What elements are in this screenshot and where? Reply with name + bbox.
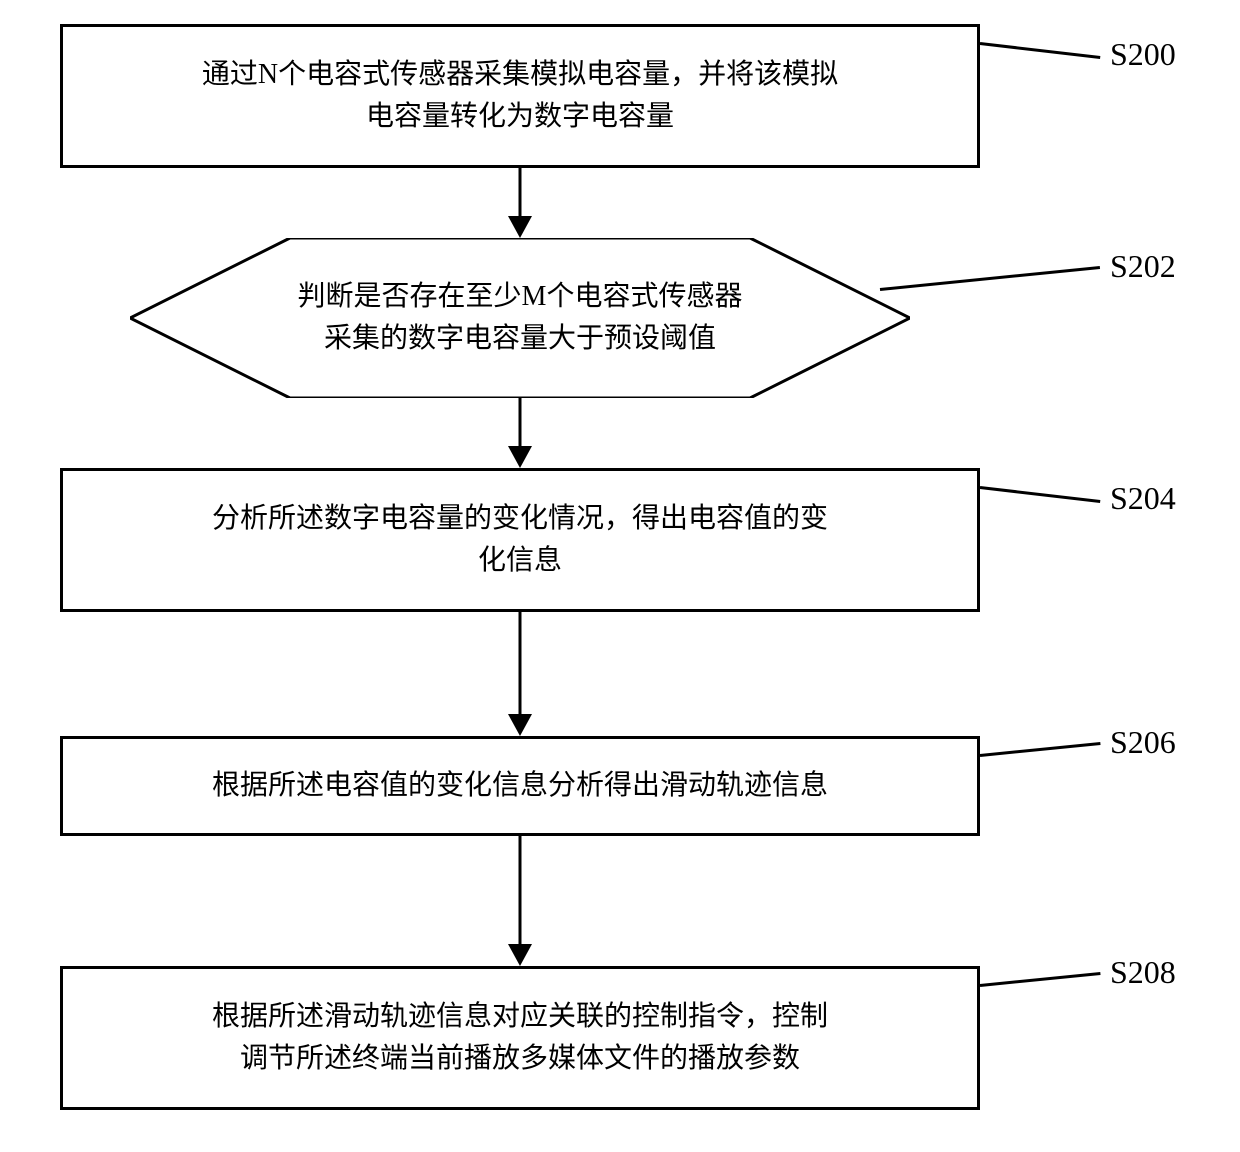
flow-arrow bbox=[519, 398, 522, 446]
step-label-s208: S208 bbox=[1110, 954, 1176, 991]
step-label-s204: S204 bbox=[1110, 480, 1176, 517]
leader-line bbox=[980, 972, 1100, 987]
flow-step-s206: 根据所述电容值的变化信息分析得出滑动轨迹信息 bbox=[60, 736, 980, 836]
flow-decision-s202: 判断是否存在至少M个电容式传感器 采集的数字电容量大于预设阈值 bbox=[130, 238, 910, 398]
arrowhead-icon bbox=[508, 944, 532, 966]
arrowhead-icon bbox=[508, 714, 532, 736]
flow-step-text: 分析所述数字电容量的变化情况，得出电容值的变 化信息 bbox=[192, 492, 848, 588]
step-label-s206: S206 bbox=[1110, 724, 1176, 761]
flow-decision-text: 判断是否存在至少M个电容式传感器 采集的数字电容量大于预设阈值 bbox=[130, 276, 910, 360]
flow-step-s204: 分析所述数字电容量的变化情况，得出电容值的变 化信息 bbox=[60, 468, 980, 612]
leader-line bbox=[980, 486, 1100, 503]
flow-step-text: 通过N个电容式传感器采集模拟电容量，并将该模拟 电容量转化为数字电容量 bbox=[182, 48, 858, 144]
arrowhead-icon bbox=[508, 216, 532, 238]
leader-line bbox=[980, 742, 1100, 757]
flow-step-text: 根据所述滑动轨迹信息对应关联的控制指令，控制 调节所述终端当前播放多媒体文件的播… bbox=[192, 990, 848, 1086]
step-label-s200: S200 bbox=[1110, 36, 1176, 73]
flowchart-canvas: 通过N个电容式传感器采集模拟电容量，并将该模拟 电容量转化为数字电容量 S200 判… bbox=[0, 0, 1240, 1152]
arrowhead-icon bbox=[508, 446, 532, 468]
flow-step-s200: 通过N个电容式传感器采集模拟电容量，并将该模拟 电容量转化为数字电容量 bbox=[60, 24, 980, 168]
flow-step-s208: 根据所述滑动轨迹信息对应关联的控制指令，控制 调节所述终端当前播放多媒体文件的播… bbox=[60, 966, 980, 1110]
leader-line bbox=[980, 42, 1100, 59]
flow-step-text: 根据所述电容值的变化信息分析得出滑动轨迹信息 bbox=[192, 759, 848, 813]
flow-arrow bbox=[519, 168, 522, 216]
flow-arrow bbox=[519, 612, 522, 714]
leader-line bbox=[880, 266, 1100, 291]
step-label-s202: S202 bbox=[1110, 248, 1176, 285]
flow-arrow bbox=[519, 836, 522, 944]
